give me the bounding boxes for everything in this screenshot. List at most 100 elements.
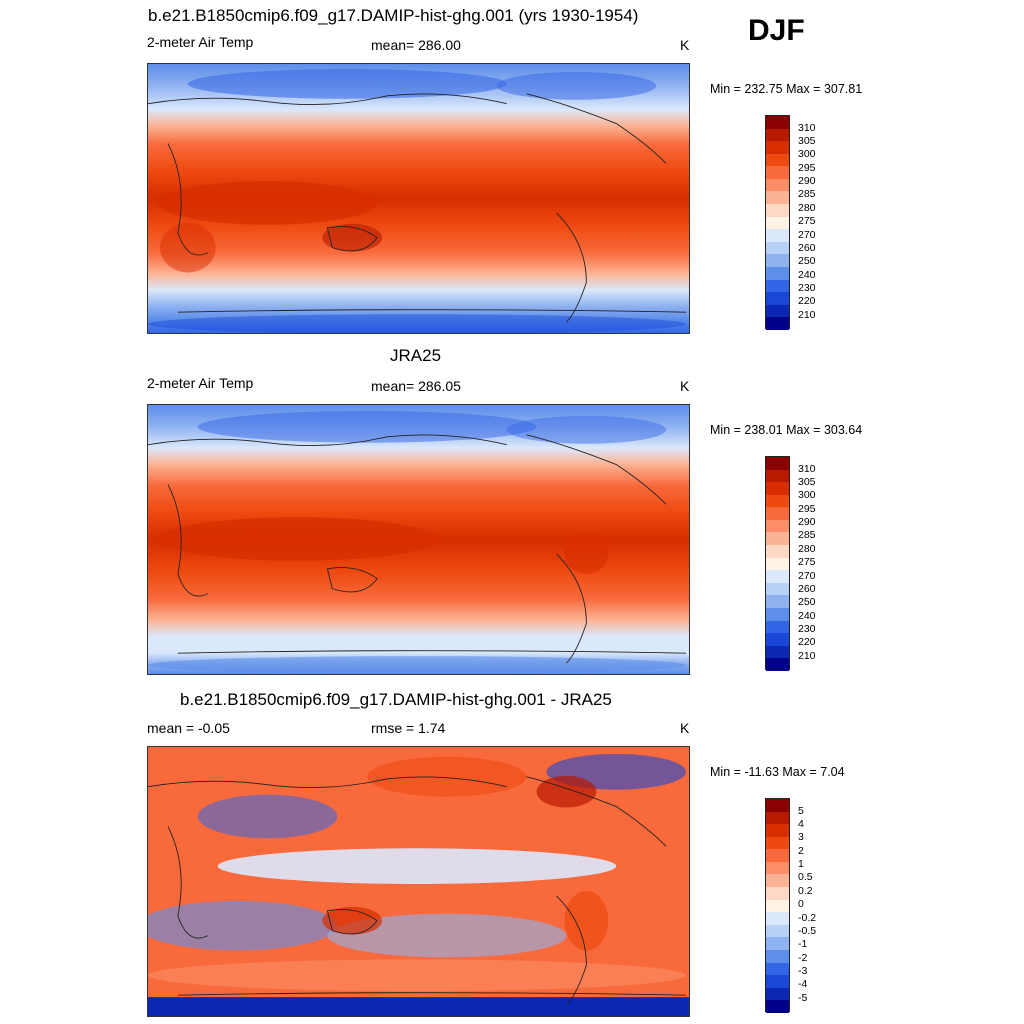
colorbar-segment	[766, 482, 789, 495]
panel-3-title: b.e21.B1850cmip6.f09_g17.DAMIP-hist-ghg.…	[180, 690, 612, 709]
colorbar-segment	[766, 620, 789, 634]
panel-2-colorbar	[765, 456, 790, 671]
colorbar-segment	[766, 595, 789, 608]
colorbar-tick: 230	[798, 282, 816, 294]
colorbar-segment	[766, 507, 789, 520]
panel-2-variable-label: 2-meter Air Temp	[147, 375, 254, 391]
colorbar-tick: 4	[798, 818, 804, 830]
colorbar-tick: 0.2	[798, 885, 813, 897]
panel-1-minmax-label: Min = 232.75 Max = 307.81	[710, 82, 863, 96]
tropical-pacific-cool	[217, 848, 617, 884]
south-america-warm	[564, 890, 609, 951]
colorbar-tick: 280	[798, 202, 816, 214]
panel-2-minmax-label: Min = 238.01 Max = 303.64	[710, 423, 863, 437]
colorbar-tick: 210	[798, 309, 816, 321]
colorbar-tick: 210	[798, 650, 816, 662]
colorbar-segment	[766, 645, 789, 659]
australia-warm	[322, 906, 383, 935]
canada-cold	[496, 71, 657, 100]
colorbar-tick: 270	[798, 229, 816, 241]
siberia-cold	[197, 410, 537, 443]
colorbar-segment	[766, 1000, 789, 1013]
colorbar-tick: 5	[798, 805, 804, 817]
colorbar-tick: 240	[798, 610, 816, 622]
colorbar-segment	[766, 279, 789, 293]
colorbar-tick: -0.5	[798, 925, 817, 937]
colorbar-segment	[766, 633, 789, 646]
panel-2-units-label: K	[680, 378, 690, 394]
canada-cold	[506, 415, 667, 444]
colorbar-segment	[766, 229, 789, 242]
colorbar-tick: 250	[798, 255, 816, 267]
colorbar-segment	[766, 204, 789, 217]
panel-3-map	[147, 746, 690, 1017]
colorbar-segment	[766, 191, 789, 205]
colorbar-segment	[766, 519, 789, 533]
panel-1-units-label: K	[680, 37, 690, 53]
colorbar-tick: 2	[798, 845, 804, 857]
colorbar-tick: 275	[798, 556, 816, 568]
colorbar-segment	[766, 799, 789, 812]
colorbar-tick: -4	[798, 978, 808, 990]
colorbar-segment	[766, 874, 789, 888]
colorbar-segment	[766, 658, 789, 671]
hudson-warm	[536, 775, 597, 808]
colorbar-segment	[766, 912, 789, 925]
colorbar-segment	[766, 304, 789, 318]
panel-2-map	[147, 404, 690, 675]
colorbar-segment	[766, 962, 789, 976]
colorbar-tick: 285	[798, 529, 816, 541]
antarctica-cold	[148, 314, 686, 333]
colorbar-segment	[766, 987, 789, 1001]
colorbar-segment	[766, 570, 789, 583]
colorbar-tick: 295	[798, 162, 816, 174]
colorbar-segment	[766, 292, 789, 305]
panel-1-colorbar	[765, 115, 790, 330]
colorbar-segment	[766, 836, 789, 850]
colorbar-segment	[766, 861, 789, 875]
warm-pool	[157, 181, 378, 225]
colorbar-tick: 300	[798, 148, 816, 160]
colorbar-segment	[766, 545, 789, 558]
colorbar-segment	[766, 128, 789, 142]
colorbar-segment	[766, 254, 789, 267]
colorbar-tick: 260	[798, 242, 816, 254]
colorbar-segment	[766, 216, 789, 230]
southern-cool-2	[327, 913, 567, 958]
colorbar-tick: 3	[798, 831, 804, 843]
colorbar-segment	[766, 469, 789, 483]
antarctica-cold	[148, 656, 687, 674]
colorbar-tick: 260	[798, 583, 816, 595]
colorbar-segment	[766, 924, 789, 938]
panel-3-rmse-label: rmse = 1.74	[371, 720, 446, 736]
colorbar-segment	[766, 178, 789, 192]
colorbar-tick: 295	[798, 503, 816, 515]
colorbar-segment	[766, 166, 789, 179]
colorbar-tick: 0.5	[798, 871, 813, 883]
colorbar-tick: 290	[798, 516, 816, 528]
panel-1-title: b.e21.B1850cmip6.f09_g17.DAMIP-hist-ghg.…	[148, 6, 639, 25]
colorbar-segment	[766, 317, 789, 330]
colorbar-tick: 220	[798, 636, 816, 648]
siberia-cold-bias	[197, 794, 338, 839]
south-america-hot	[564, 534, 609, 574]
colorbar-segment	[766, 141, 789, 154]
colorbar-tick: 230	[798, 623, 816, 635]
colorbar-segment	[766, 557, 789, 571]
north-pacific-warm	[367, 756, 527, 797]
colorbar-segment	[766, 811, 789, 825]
colorbar-tick: 250	[798, 596, 816, 608]
colorbar-segment	[766, 266, 789, 280]
colorbar-tick: -3	[798, 965, 808, 977]
panel-3-units-label: K	[680, 720, 690, 736]
colorbar-tick: 310	[798, 463, 816, 475]
colorbar-segment	[766, 887, 789, 900]
colorbar-tick: 220	[798, 295, 816, 307]
colorbar-segment	[766, 241, 789, 255]
siberia-cold	[187, 68, 507, 99]
colorbar-tick: 305	[798, 476, 816, 488]
colorbar-tick: -2	[798, 952, 808, 964]
colorbar-tick: 290	[798, 175, 816, 187]
colorbar-tick: 240	[798, 269, 816, 281]
colorbar-segment	[766, 582, 789, 596]
